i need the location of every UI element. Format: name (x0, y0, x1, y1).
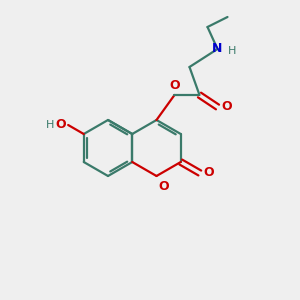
Text: O: O (158, 180, 169, 193)
Text: O: O (56, 118, 66, 131)
Text: H: H (227, 46, 236, 56)
Text: H: H (46, 120, 54, 130)
Text: O: O (169, 79, 180, 92)
Text: O: O (221, 100, 232, 113)
Text: N: N (212, 43, 223, 56)
Text: O: O (204, 167, 214, 179)
